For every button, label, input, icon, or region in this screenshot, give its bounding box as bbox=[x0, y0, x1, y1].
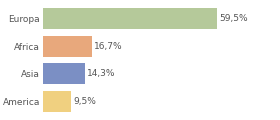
Text: 14,3%: 14,3% bbox=[87, 69, 116, 78]
Bar bbox=[43, 36, 92, 57]
Text: 16,7%: 16,7% bbox=[94, 42, 123, 51]
Bar bbox=[43, 63, 85, 84]
Bar bbox=[43, 8, 217, 29]
Text: 9,5%: 9,5% bbox=[73, 97, 96, 106]
Text: 59,5%: 59,5% bbox=[220, 14, 248, 23]
Bar bbox=[43, 91, 71, 112]
